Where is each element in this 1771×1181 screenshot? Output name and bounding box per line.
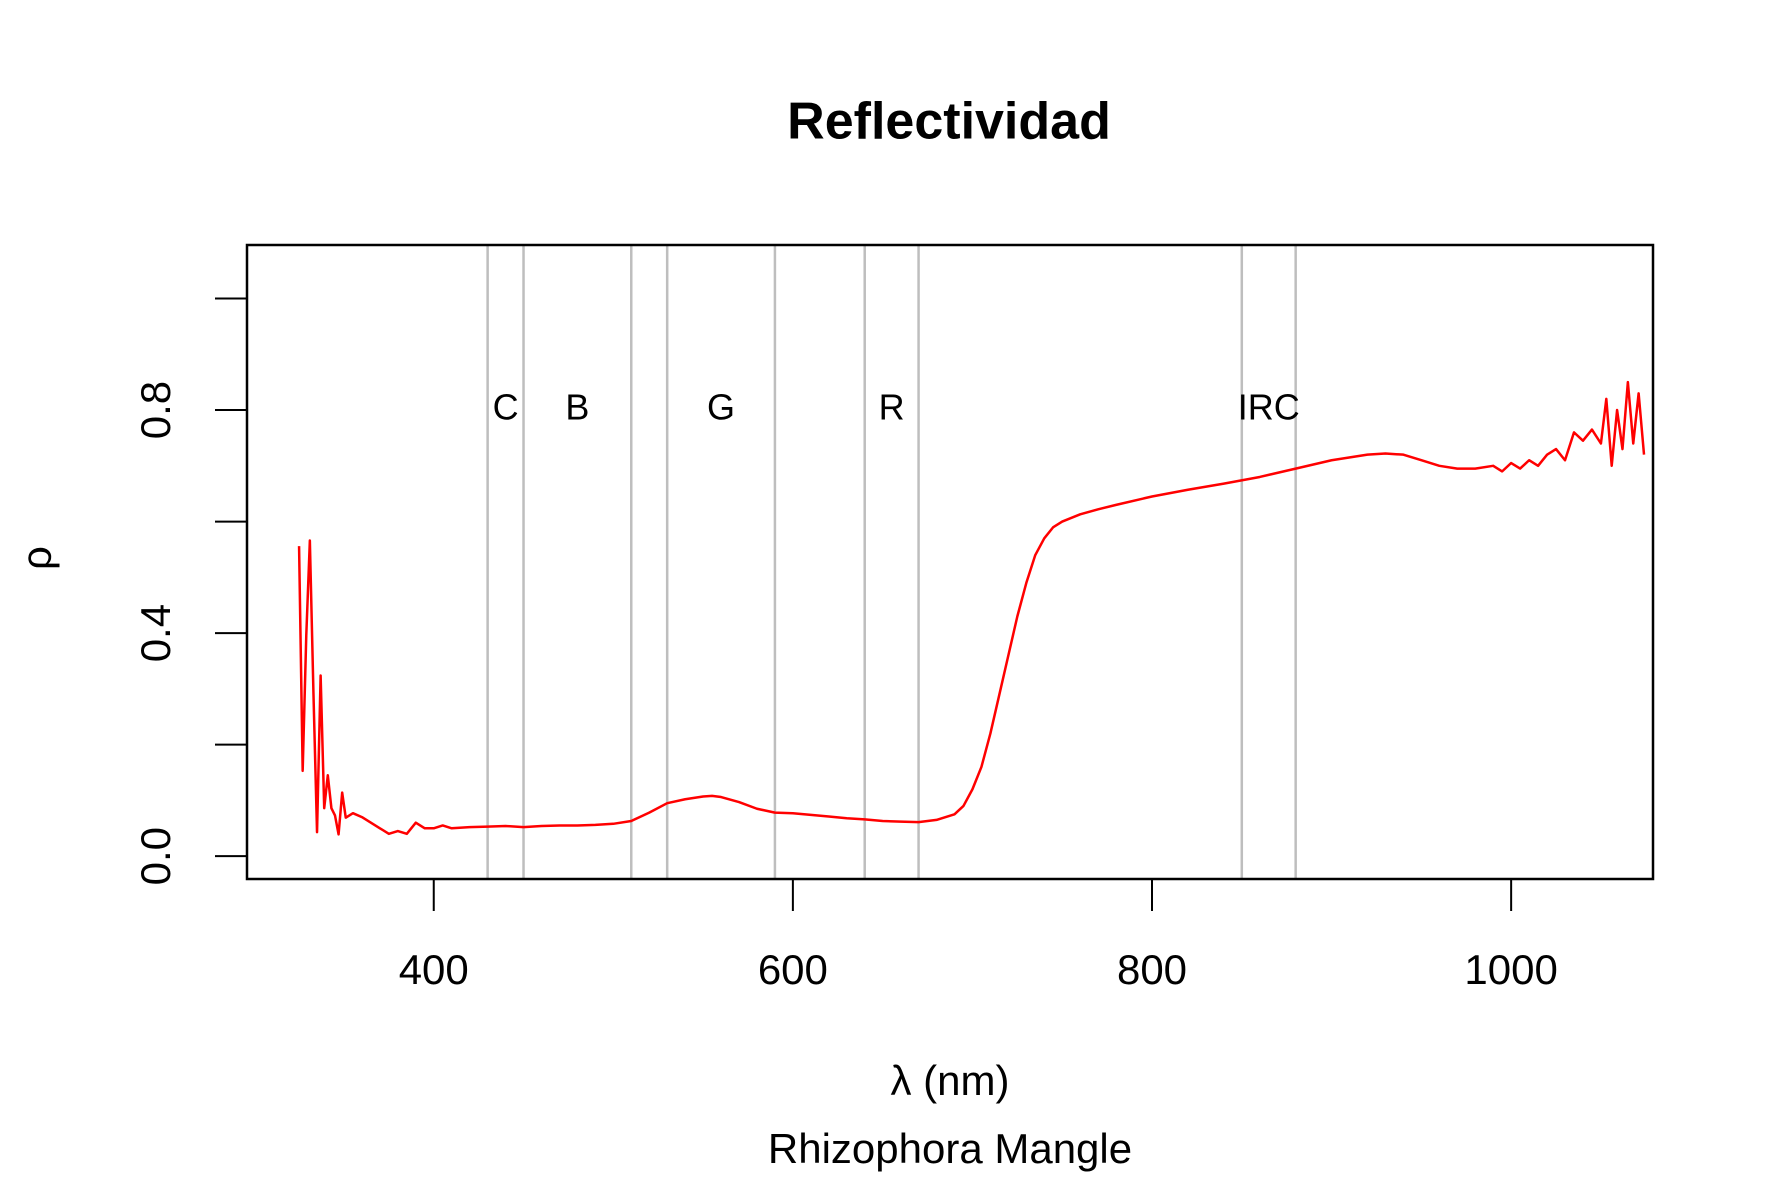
chart-title: Reflectividad (787, 93, 1111, 151)
band-label: R (879, 387, 905, 428)
band-label: B (565, 387, 589, 428)
x-tick-label: 400 (399, 946, 469, 993)
x-axis-label: λ (nm) (891, 1057, 1010, 1104)
band-label: C (493, 387, 519, 428)
y-tick-label: 0.0 (132, 827, 179, 885)
x-tick-label: 600 (758, 946, 828, 993)
y-tick-label: 0.4 (132, 604, 179, 662)
subtitle: Rhizophora Mangle (768, 1125, 1132, 1172)
x-tick-label: 1000 (1464, 946, 1557, 993)
spectrum-line (297, 380, 1646, 836)
y-tick-label: 0.8 (132, 381, 179, 439)
x-tick-label: 800 (1117, 946, 1187, 993)
y-axis-label: ρ (13, 546, 60, 570)
band-label: G (707, 387, 735, 428)
plot-frame (245, 243, 1655, 881)
band-label: IRC (1238, 387, 1300, 428)
